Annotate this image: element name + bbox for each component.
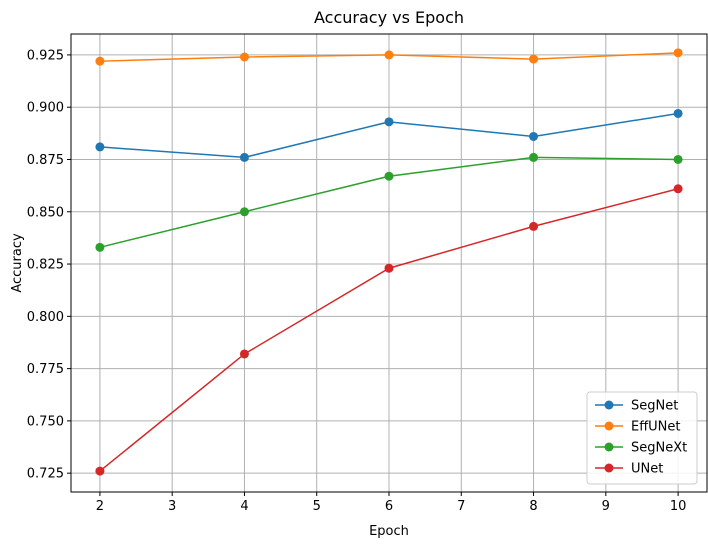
legend-box	[586, 391, 698, 485]
data-point	[529, 131, 539, 141]
data-point	[95, 142, 105, 152]
x-tick-label: 5	[313, 499, 321, 514]
legend-label: SegNet	[631, 399, 678, 414]
x-tick-label: 8	[529, 499, 537, 514]
data-point	[384, 171, 394, 181]
data-point	[95, 242, 105, 252]
legend-marker	[604, 463, 614, 473]
data-point	[673, 154, 683, 164]
y-tick-label: 0.800	[27, 310, 64, 325]
data-point	[384, 117, 394, 127]
x-axis-label: Epoch	[369, 524, 409, 539]
x-tick-label: 7	[457, 499, 465, 514]
data-point	[239, 52, 249, 62]
data-point	[384, 263, 394, 273]
chart-title: Accuracy vs Epoch	[314, 8, 464, 27]
x-tick-label: 6	[385, 499, 393, 514]
series-segnet	[95, 108, 683, 162]
y-tick-label: 0.850	[27, 205, 64, 220]
x-tick-label: 3	[168, 499, 176, 514]
y-tick-label: 0.900	[27, 101, 64, 116]
y-axis-label: Accuracy	[10, 233, 25, 293]
x-tick-label: 10	[670, 499, 687, 514]
y-tick-label: 0.775	[27, 362, 64, 377]
data-point	[673, 108, 683, 118]
data-point	[95, 466, 105, 476]
y-tick-label: 0.875	[27, 153, 64, 168]
data-point	[529, 54, 539, 64]
legend-item-unet: UNet	[595, 462, 663, 477]
data-point	[95, 56, 105, 66]
legend-item-effunet: EffUNet	[595, 420, 681, 435]
data-point	[239, 349, 249, 359]
y-tick-label: 0.725	[27, 467, 64, 482]
data-point	[529, 221, 539, 231]
legend: SegNet EffUNet SegNeXt UNet	[586, 391, 698, 485]
data-point	[239, 152, 249, 162]
y-tick-label: 0.750	[27, 414, 64, 429]
data-point	[529, 152, 539, 162]
series-layer	[95, 48, 683, 476]
data-point	[239, 207, 249, 217]
x-tick-label: 4	[240, 499, 248, 514]
legend-marker	[604, 421, 614, 431]
series-segnext	[95, 152, 683, 252]
data-point	[673, 48, 683, 58]
series-effunet	[95, 48, 683, 66]
legend-marker	[604, 400, 614, 410]
legend-label: SegNeXt	[631, 441, 687, 456]
data-point	[673, 184, 683, 194]
x-tick-label: 9	[602, 499, 610, 514]
x-tick-label: 2	[96, 499, 104, 514]
y-tick-label: 0.825	[27, 258, 64, 273]
y-tick-label: 0.925	[27, 48, 64, 63]
legend-label: EffUNet	[631, 420, 681, 435]
legend-marker	[604, 442, 614, 452]
data-point	[384, 50, 394, 60]
legend-label: UNet	[631, 462, 663, 477]
series-unet	[95, 184, 683, 476]
legend-item-segnet: SegNet	[595, 399, 678, 414]
legend-item-segnext: SegNeXt	[595, 441, 687, 456]
ticks-layer: 2 3 4 5 6 7 8 9 10 0.725 0.750 0.775 0.800 0.825 0.850…	[27, 48, 687, 514]
